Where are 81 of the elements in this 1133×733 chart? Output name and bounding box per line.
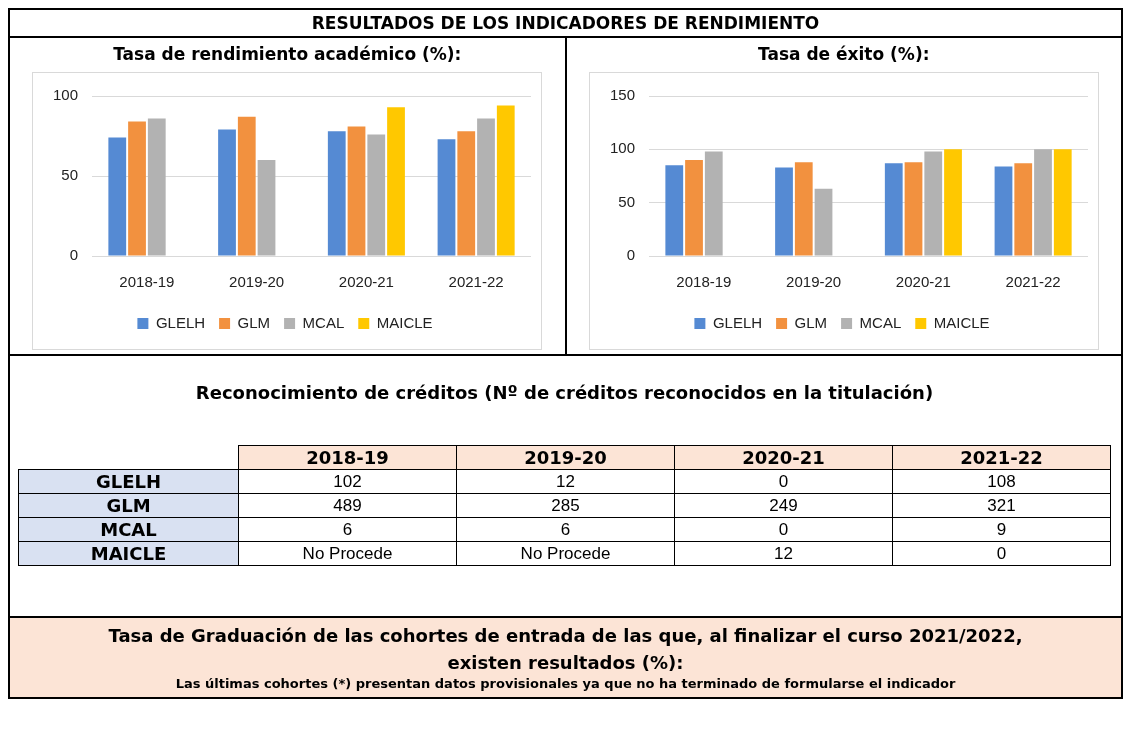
bar	[477, 118, 496, 256]
bar	[994, 166, 1013, 256]
bar	[924, 151, 942, 256]
bar	[884, 163, 903, 256]
text: 0	[778, 471, 789, 491]
legend-label: MAICLE	[933, 313, 990, 331]
text: 0	[778, 519, 789, 539]
text: No Procede	[520, 543, 611, 563]
legend-label: MCAL	[302, 313, 345, 331]
text: No Procede	[302, 543, 393, 563]
bar	[943, 149, 962, 256]
legend-label: GLM	[794, 313, 827, 331]
x-tick-label: 2021-22	[1005, 273, 1061, 291]
text: Tasa de Graduación de las cohortes de entrada de las que, al finalizar el curso 2021/2022, existen resultados (%):	[107, 624, 1024, 675]
bar	[1033, 149, 1052, 256]
text: 12	[556, 471, 575, 491]
text: Reconocimiento de créditos (Nº de créditos reconocidos en la titulación)	[194, 382, 935, 403]
y-tick-label: 150	[609, 86, 635, 104]
x-tick-label: 2019-20	[785, 273, 841, 291]
bar	[108, 137, 127, 256]
text: 249	[769, 495, 798, 515]
bar	[904, 162, 923, 256]
x-tick-label: 2018-19	[119, 273, 175, 291]
text: 108	[987, 471, 1016, 491]
text: 12	[774, 543, 793, 563]
bar	[684, 160, 703, 256]
bar	[814, 188, 833, 256]
bar	[497, 105, 515, 256]
x-tick-label: 2019-20	[229, 273, 285, 291]
text: Las últimas cohortes (*) presentan datos provisionales ya que no ha terminado de formularse el indicador	[174, 676, 957, 691]
x-tick-label: 2020-21	[895, 273, 951, 291]
text: RESULTADOS DE LOS INDICADORES DE RENDIMIENTO	[310, 12, 821, 34]
y-tick-label: 100	[609, 139, 635, 157]
category-label: GLELH	[95, 471, 162, 492]
category-label: MAICLE	[90, 543, 167, 564]
y-tick-label: 0	[626, 246, 635, 264]
text: 6	[560, 519, 571, 539]
bar	[1014, 163, 1032, 256]
category-label: 2019-20	[456, 445, 675, 470]
bar	[347, 126, 366, 256]
category-label: MCAL	[100, 519, 157, 540]
text: 0	[996, 543, 1007, 563]
bar	[367, 134, 386, 256]
x-tick-label: 2021-22	[448, 273, 504, 291]
bar	[794, 162, 813, 256]
bar	[257, 160, 276, 256]
y-tick-label: 0	[69, 246, 79, 264]
legend-label: GLELH	[156, 313, 206, 331]
text: 285	[551, 495, 580, 515]
y-tick-label: 50	[61, 166, 79, 184]
legend-label: GLELH	[712, 313, 762, 331]
text: 102	[333, 471, 362, 491]
bar	[1053, 149, 1072, 256]
x-tick-label: 2018-19	[676, 273, 732, 291]
y-tick-label: 50	[618, 192, 635, 210]
category-label: GLM	[106, 495, 151, 516]
chart-title: Tasa de éxito (%):	[758, 44, 930, 64]
bar	[704, 151, 723, 256]
legend-label: GLM	[237, 313, 271, 331]
text: 6	[342, 519, 353, 539]
bar	[457, 131, 476, 256]
bar	[238, 116, 256, 256]
text: 489	[333, 495, 362, 515]
bar	[128, 121, 147, 256]
legend-label: MCAL	[859, 313, 902, 331]
text: 9	[996, 519, 1007, 539]
chart-title: Tasa de rendimiento académico (%):	[113, 44, 462, 64]
category-label: 2018-19	[238, 445, 457, 470]
bar	[774, 167, 793, 256]
bar	[218, 129, 237, 256]
bar	[148, 118, 166, 256]
bar	[665, 165, 683, 256]
legend-label: MAICLE	[377, 313, 433, 331]
category-label: 2021-22	[892, 445, 1111, 470]
x-tick-label: 2020-21	[339, 273, 395, 291]
category-label: 2020-21	[674, 445, 893, 470]
text: 321	[987, 495, 1016, 515]
bar	[437, 139, 456, 256]
bar	[328, 131, 346, 256]
y-tick-label: 100	[53, 86, 79, 104]
bar	[387, 107, 406, 256]
